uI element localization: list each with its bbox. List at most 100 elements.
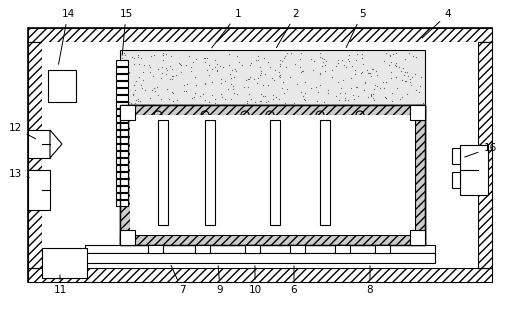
Point [187, 64, 196, 69]
Point [232, 69, 240, 74]
Point [134, 53, 142, 58]
Point [368, 66, 376, 71]
Bar [48, 70, 76, 102]
Point [381, 79, 389, 84]
Point [276, 75, 284, 80]
Point [370, 86, 379, 91]
Point [207, 92, 216, 97]
Point [298, 68, 307, 73]
Point [151, 88, 159, 93]
Point [244, 77, 253, 81]
Bar [85, 245, 435, 253]
Bar [120, 105, 130, 245]
Point [177, 63, 186, 68]
Point [309, 68, 317, 73]
Point [179, 83, 188, 88]
Point [217, 94, 226, 99]
Point [167, 67, 176, 72]
Point [321, 69, 329, 74]
Point [271, 67, 279, 72]
Bar [120, 105, 135, 120]
Point [173, 97, 181, 102]
Point [226, 71, 234, 76]
Point [203, 56, 211, 61]
Point [419, 101, 427, 106]
Text: 9: 9 [217, 266, 223, 295]
Point [381, 94, 389, 99]
Point [270, 78, 278, 83]
Point [139, 70, 147, 75]
Text: 7: 7 [171, 266, 185, 295]
Point [246, 60, 255, 65]
Point [285, 74, 294, 79]
Point [238, 63, 246, 67]
Text: 16: 16 [464, 143, 497, 157]
Point [367, 94, 375, 99]
Bar [116, 109, 128, 115]
Point [412, 87, 421, 92]
Point [367, 73, 375, 78]
Point [316, 83, 324, 88]
Point [322, 58, 331, 63]
Point [411, 72, 419, 77]
Point [358, 51, 366, 56]
Text: 14: 14 [59, 9, 75, 64]
Text: 2: 2 [277, 9, 300, 48]
Point [301, 79, 309, 84]
Point [221, 97, 229, 102]
Point [380, 58, 388, 63]
Point [380, 86, 388, 91]
Bar [116, 81, 128, 87]
Bar [116, 102, 128, 108]
Point [135, 75, 143, 80]
Point [256, 92, 265, 97]
Point [163, 67, 171, 72]
Point [367, 92, 375, 97]
Point [276, 62, 284, 67]
Point [283, 87, 292, 92]
Point [177, 70, 185, 75]
Point [162, 51, 171, 56]
Point [279, 80, 287, 85]
Point [209, 66, 217, 71]
Point [264, 60, 272, 65]
Point [298, 94, 307, 99]
Point [344, 97, 352, 102]
Point [405, 50, 413, 55]
Point [347, 86, 355, 91]
Point [360, 87, 368, 92]
Point [276, 58, 284, 63]
Text: 13: 13 [8, 169, 29, 179]
Point [131, 87, 139, 92]
Point [281, 53, 290, 58]
Bar [116, 88, 128, 94]
Bar [116, 67, 128, 73]
Point [264, 82, 272, 87]
Point [363, 95, 372, 100]
Point [334, 61, 342, 66]
Point [268, 75, 277, 80]
Point [362, 67, 371, 72]
Point [254, 76, 263, 81]
Point [296, 64, 305, 69]
Point [269, 92, 277, 97]
Point [385, 63, 393, 68]
Point [387, 91, 396, 95]
Bar [28, 28, 492, 42]
Point [127, 100, 135, 105]
Point [373, 73, 381, 78]
Point [180, 88, 188, 93]
Point [371, 83, 380, 88]
Point [321, 63, 329, 67]
Point [167, 73, 176, 78]
Point [358, 55, 366, 60]
Point [376, 86, 384, 91]
Point [182, 62, 190, 67]
Point [388, 52, 397, 57]
Point [314, 90, 322, 95]
Bar [320, 120, 330, 225]
Point [128, 54, 136, 59]
Point [359, 61, 367, 66]
Point [128, 93, 137, 98]
Text: 8: 8 [367, 266, 373, 295]
